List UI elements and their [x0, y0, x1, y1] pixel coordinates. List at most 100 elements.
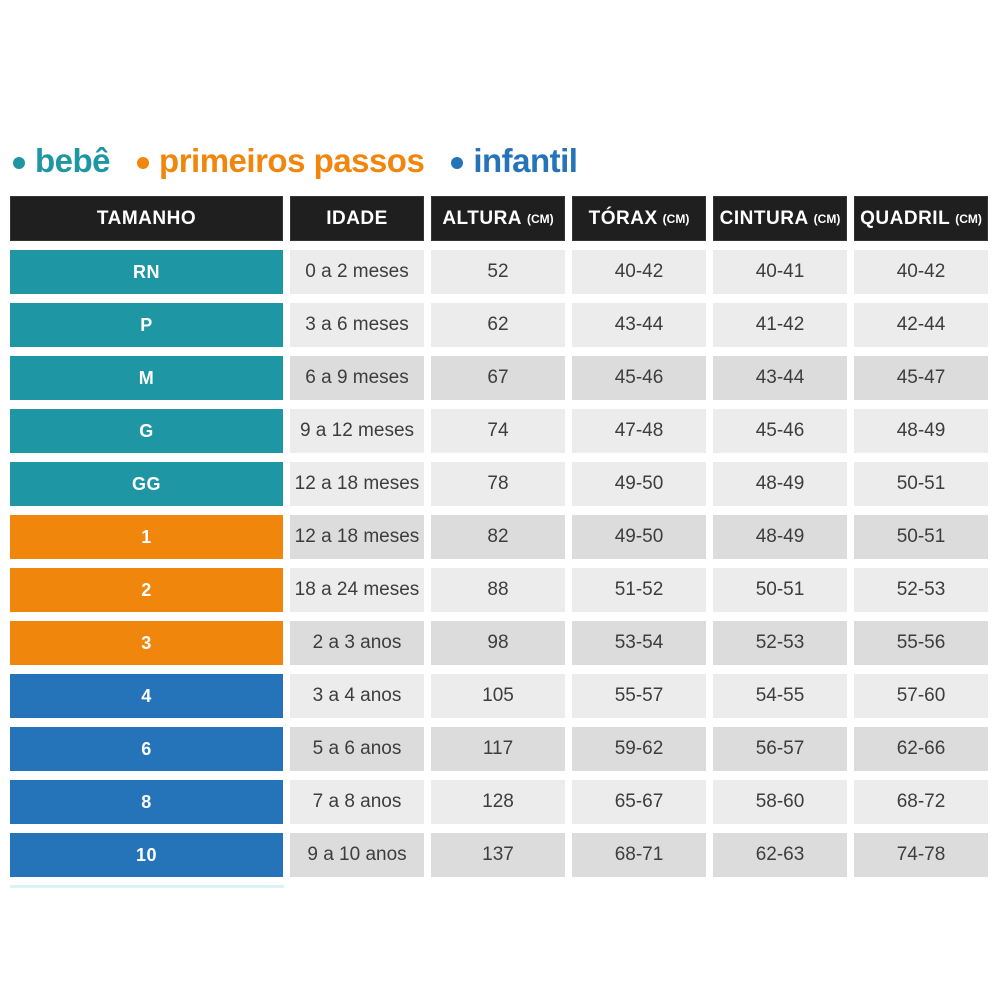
table-row-GG: GG 12 a 18 meses 78 49-50 48-49 50-51: [10, 462, 988, 506]
cintura-cell: 54-55: [713, 674, 847, 718]
altura-cell: 117: [431, 727, 565, 771]
quadril-cell: 45-47: [854, 356, 988, 400]
quadril-cell: 62-66: [854, 727, 988, 771]
cintura-cell: 62-63: [713, 833, 847, 877]
cintura-cell: 40-41: [713, 250, 847, 294]
quadril-cell: 74-78: [854, 833, 988, 877]
table-header-row: TAMANHO IDADE ALTURA (CM) TÓRAX (CM) CINTURA (C…: [10, 196, 988, 241]
idade-cell: 3 a 6 meses: [290, 303, 424, 347]
legend-label: primeiros passos: [159, 142, 425, 179]
idade-cell: 5 a 6 anos: [290, 727, 424, 771]
size-cell: 6: [10, 727, 283, 771]
idade-cell: 12 a 18 meses: [290, 515, 424, 559]
cintura-cell: 48-49: [713, 462, 847, 506]
bullet-dot-icon: [451, 156, 464, 169]
column-header-unit: (CM): [955, 211, 982, 226]
quadril-cell: 50-51: [854, 462, 988, 506]
quadril-cell: 48-49: [854, 409, 988, 453]
column-header-unit: (CM): [662, 211, 690, 226]
legend-item-bebe: bebê: [13, 142, 111, 179]
column-header-label: IDADE: [326, 207, 388, 229]
cintura-cell: 45-46: [713, 409, 847, 453]
bullet-dot-icon: [137, 156, 150, 169]
size-cell: P: [10, 303, 283, 347]
quadril-cell: 68-72: [854, 780, 988, 824]
column-header-label: ALTURA: [442, 207, 523, 229]
altura-cell: 128: [431, 780, 565, 824]
size-cell: 3: [10, 621, 283, 665]
size-table: TAMANHO IDADE ALTURA (CM) TÓRAX (CM) CINTURA (C…: [10, 196, 988, 886]
column-header-2: ALTURA (CM): [431, 196, 565, 241]
column-header-4: CINTURA (CM): [713, 196, 847, 241]
cintura-cell: 50-51: [713, 568, 847, 612]
column-header-label: TÓRAX: [588, 207, 658, 229]
legend-label: infantil: [473, 142, 578, 179]
cintura-cell: 48-49: [713, 515, 847, 559]
column-header-label: QUADRIL: [860, 207, 951, 229]
size-cell: 4: [10, 674, 283, 718]
size-cell: 1: [10, 515, 283, 559]
size-cell: 8: [10, 780, 283, 824]
cintura-cell: 56-57: [713, 727, 847, 771]
column-header-unit: (CM): [527, 211, 554, 226]
idade-cell: 3 a 4 anos: [290, 674, 424, 718]
idade-cell: 7 a 8 anos: [290, 780, 424, 824]
torax-cell: 53-54: [572, 621, 706, 665]
quadril-cell: 57-60: [854, 674, 988, 718]
torax-cell: 55-57: [572, 674, 706, 718]
quadril-cell: 52-53: [854, 568, 988, 612]
torax-cell: 59-62: [572, 727, 706, 771]
idade-cell: 2 a 3 anos: [290, 621, 424, 665]
torax-cell: 51-52: [572, 568, 706, 612]
legend-label: bebê: [35, 142, 111, 179]
quadril-cell: 50-51: [854, 515, 988, 559]
size-cell: GG: [10, 462, 283, 506]
torax-cell: 49-50: [572, 515, 706, 559]
column-header-unit: (CM): [813, 211, 841, 226]
column-header-label: CINTURA: [719, 207, 809, 229]
bullet-dot-icon: [13, 156, 25, 169]
altura-cell: 137: [431, 833, 565, 877]
torax-cell: 40-42: [572, 250, 706, 294]
idade-cell: 0 a 2 meses: [290, 250, 424, 294]
torax-cell: 47-48: [572, 409, 706, 453]
cintura-cell: 43-44: [713, 356, 847, 400]
torax-cell: 65-67: [572, 780, 706, 824]
altura-cell: 98: [431, 621, 565, 665]
altura-cell: 78: [431, 462, 565, 506]
altura-cell: 52: [431, 250, 565, 294]
quadril-cell: 40-42: [854, 250, 988, 294]
altura-cell: 62: [431, 303, 565, 347]
size-cell: M: [10, 356, 283, 400]
legend-item-primeiros_passos: primeiros passos: [137, 142, 425, 179]
column-header-5: QUADRIL (CM): [854, 196, 988, 241]
idade-cell: 18 a 24 meses: [290, 568, 424, 612]
size-cell: 10: [10, 833, 283, 877]
column-header-1: IDADE: [290, 196, 424, 241]
idade-cell: 6 a 9 meses: [290, 356, 424, 400]
idade-cell: 9 a 12 meses: [290, 409, 424, 453]
idade-cell: 9 a 10 anos: [290, 833, 424, 877]
cintura-cell: 41-42: [713, 303, 847, 347]
column-header-0: TAMANHO: [10, 196, 283, 241]
altura-cell: 82: [431, 515, 565, 559]
category-legend: bebê primeiros passos infantil: [13, 142, 578, 179]
torax-cell: 49-50: [572, 462, 706, 506]
decorative-strip: [10, 885, 284, 888]
size-cell: G: [10, 409, 283, 453]
cintura-cell: 58-60: [713, 780, 847, 824]
altura-cell: 74: [431, 409, 565, 453]
size-cell: RN: [10, 250, 283, 294]
cintura-cell: 52-53: [713, 621, 847, 665]
quadril-cell: 55-56: [854, 621, 988, 665]
table-row-1: 1 12 a 18 meses 82 49-50 48-49 50-51: [10, 515, 988, 559]
altura-cell: 88: [431, 568, 565, 612]
